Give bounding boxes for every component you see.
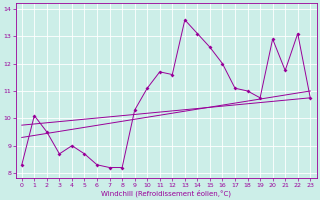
X-axis label: Windchill (Refroidissement éolien,°C): Windchill (Refroidissement éolien,°C) bbox=[101, 189, 231, 197]
